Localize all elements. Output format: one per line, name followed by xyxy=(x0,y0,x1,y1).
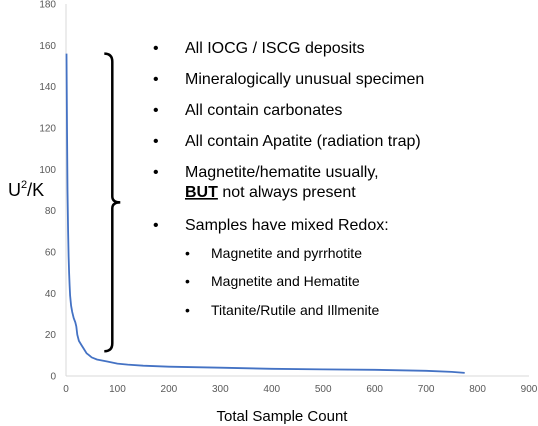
bullet-item: All IOCG / ISCG deposits xyxy=(185,40,365,57)
y-tick-label: 160 xyxy=(39,41,56,52)
y-tick-label: 20 xyxy=(45,330,57,341)
x-tick-label: 500 xyxy=(315,384,332,395)
bullet-glyph: • xyxy=(153,102,159,119)
x-tick-label: 700 xyxy=(418,384,435,395)
x-tick-labels: 0 100 200 300 400 500 600 700 800 900 xyxy=(63,384,538,395)
x-tick-label: 900 xyxy=(521,384,538,395)
x-tick-label: 600 xyxy=(366,384,383,395)
sub-bullet-glyph: • xyxy=(185,245,190,261)
x-tick-label: 0 xyxy=(63,384,69,395)
bullet-item: Samples have mixed Redox: xyxy=(185,217,389,234)
bullet-glyph: • xyxy=(153,133,159,150)
bullet-item: Magnetite/hematite usually, xyxy=(185,164,379,181)
x-axis-title: Total Sample Count xyxy=(217,408,349,425)
y-tick-label: 120 xyxy=(39,124,56,135)
bullet-glyph: • xyxy=(153,217,159,234)
x-tick-label: 100 xyxy=(109,384,126,395)
bullet-glyph: • xyxy=(153,164,159,181)
bullet-item: Mineralogically unusual specimen xyxy=(185,71,424,88)
series-line xyxy=(65,53,465,374)
sub-bullet-glyph: • xyxy=(185,302,190,318)
y-axis-title: U2/K xyxy=(8,179,44,200)
sub-bullet-item: Magnetite and Hematite xyxy=(211,273,360,289)
sub-bullet-glyph: • xyxy=(185,273,190,289)
sub-bullet-list: • Magnetite and pyrrhotite • Magnetite a… xyxy=(185,245,380,318)
bullet-glyph: • xyxy=(153,40,159,57)
bullet-item-continuation: BUT not always present xyxy=(185,184,356,201)
y-tick-label: 100 xyxy=(39,165,56,176)
y-tick-labels: 0 20 40 60 80 100 120 140 160 180 xyxy=(39,0,56,383)
bullet-list: • All IOCG / ISCG deposits • Mineralogic… xyxy=(153,40,424,234)
x-tick-label: 800 xyxy=(469,384,486,395)
curly-brace xyxy=(104,52,121,353)
y-tick-label: 40 xyxy=(45,289,57,300)
y-tick-label: 180 xyxy=(39,0,56,11)
y-tick-label: 0 xyxy=(50,372,56,383)
y-tick-label: 60 xyxy=(45,248,57,259)
bullet-item: All contain carbonates xyxy=(185,102,342,119)
x-tick-label: 200 xyxy=(161,384,178,395)
y-tick-label: 140 xyxy=(39,82,56,93)
y-tick-label: 80 xyxy=(45,206,57,217)
bullet-item: All contain Apatite (radiation trap) xyxy=(185,133,421,150)
sub-bullet-item: Titanite/Rutile and Illmenite xyxy=(211,302,380,318)
x-tick-label: 400 xyxy=(263,384,280,395)
bullet-glyph: • xyxy=(153,71,159,88)
sub-bullet-item: Magnetite and pyrrhotite xyxy=(211,245,362,261)
x-tick-label: 300 xyxy=(212,384,229,395)
